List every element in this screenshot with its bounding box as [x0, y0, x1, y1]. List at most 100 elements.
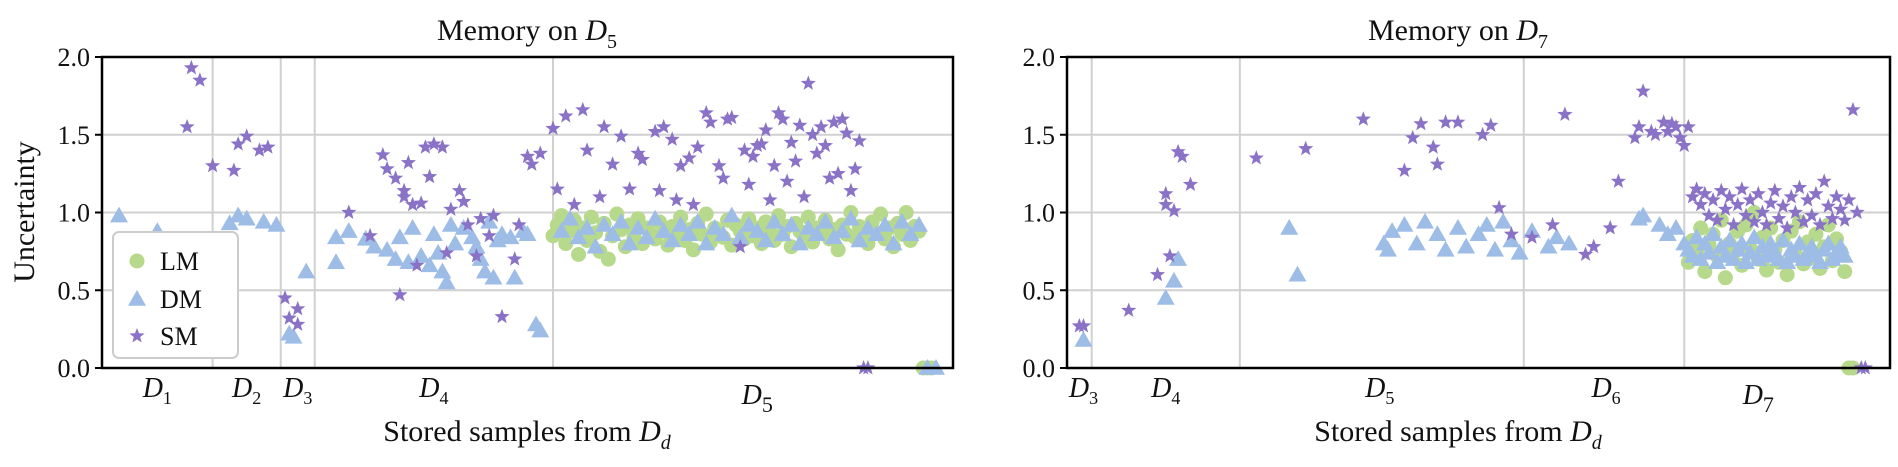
point-sm	[260, 139, 276, 154]
point-dm	[1436, 240, 1455, 257]
region-label: D4	[1150, 373, 1180, 408]
point-sm	[1483, 117, 1499, 132]
point-dm	[1407, 234, 1426, 251]
point-dm	[1790, 234, 1809, 251]
legend-label-lm: LM	[160, 247, 199, 276]
point-sm	[1697, 185, 1713, 201]
point-sm	[1734, 181, 1750, 196]
point-sm	[1730, 196, 1746, 212]
point-dm	[1708, 253, 1727, 270]
point-sm	[507, 251, 523, 266]
point-dm	[378, 240, 397, 257]
point-dm	[446, 234, 465, 251]
point-sm	[1767, 182, 1783, 198]
point-dm	[1448, 219, 1467, 235]
point-dm	[646, 209, 665, 226]
point-sm	[179, 119, 195, 134]
point-dm	[1720, 231, 1739, 248]
y-tick-label: 0.0	[58, 354, 91, 383]
point-sm	[494, 308, 510, 324]
point-lm	[1697, 264, 1713, 280]
point-sm	[719, 111, 736, 126]
point-dm	[909, 215, 928, 232]
point-sm	[1158, 185, 1174, 201]
point-sm	[1841, 192, 1857, 207]
point-sm	[1742, 192, 1758, 207]
point-dm	[884, 234, 903, 251]
point-lm	[698, 206, 714, 222]
point-dm	[824, 228, 843, 245]
point-sm	[830, 165, 846, 181]
point-sm	[439, 244, 455, 260]
point-sm	[375, 147, 391, 162]
point-sm	[1845, 101, 1861, 117]
point-dm	[420, 256, 439, 273]
x-axis-label: Stored samples from Dd	[383, 415, 671, 454]
point-sm	[1405, 129, 1421, 145]
panel-memory-d5: Memory on D5 0.00.51.01.52.0 D1 D2 D3 D4 D5 …	[8, 14, 955, 454]
point-sm	[481, 227, 497, 243]
point-dm	[1691, 250, 1710, 266]
point-sm	[1676, 137, 1692, 153]
point-sm	[805, 126, 821, 142]
y-tick-label: 1.0	[1023, 199, 1056, 228]
point-sm	[843, 182, 859, 198]
point-sm	[1643, 123, 1659, 139]
point-sm	[796, 188, 812, 204]
point-sm	[813, 119, 829, 134]
point-sm	[809, 145, 825, 160]
point-sm	[566, 196, 582, 212]
point-dm	[1835, 247, 1854, 263]
point-sm	[392, 286, 408, 302]
point-sm	[613, 128, 629, 143]
point-dm	[1502, 231, 1521, 248]
point-sm	[413, 195, 429, 210]
point-sm	[1701, 207, 1717, 223]
point-sm	[1668, 119, 1684, 134]
point-sm	[664, 131, 680, 146]
point-sm	[426, 136, 442, 151]
point-sm	[1450, 114, 1466, 129]
point-dm	[1469, 225, 1488, 242]
point-sm	[724, 109, 740, 125]
point-sm	[443, 201, 459, 216]
point-dm	[327, 253, 346, 270]
point-sm	[1298, 140, 1314, 156]
point-sm	[290, 316, 306, 331]
point-sm	[1524, 229, 1540, 244]
point-dm	[327, 228, 346, 245]
point-sm	[1438, 114, 1454, 129]
point-sm	[485, 207, 502, 223]
point-dm	[612, 212, 631, 229]
point-dm	[1699, 243, 1718, 260]
point-sm	[817, 137, 833, 153]
point-dm	[1494, 212, 1513, 229]
region-label: D6	[1590, 373, 1620, 408]
point-sm	[770, 105, 787, 120]
point-sm	[545, 120, 561, 135]
point-dm	[807, 225, 826, 242]
point-dm	[1395, 215, 1414, 232]
point-sm	[1425, 139, 1441, 154]
region-label: D3	[1068, 373, 1098, 408]
point-dm	[850, 231, 869, 248]
point-lm	[1746, 205, 1762, 220]
y-tick-label: 1.0	[58, 199, 91, 228]
point-sm	[1791, 179, 1808, 195]
point-dm	[722, 206, 741, 223]
point-sm	[1557, 106, 1573, 121]
x-axis-label: Stored samples from Dd	[1314, 415, 1602, 454]
point-dm	[731, 228, 750, 245]
point-dm	[1560, 234, 1579, 251]
point-dm	[1819, 234, 1838, 251]
legend-marker-lm	[129, 253, 145, 269]
point-sm	[1577, 246, 1594, 261]
point-sm	[656, 119, 672, 134]
point-sm	[1664, 115, 1680, 131]
point-dm	[471, 250, 490, 266]
legend-marker-lm	[129, 253, 145, 269]
point-sm	[575, 101, 591, 117]
point-dm	[595, 215, 614, 232]
point-lm	[1808, 226, 1824, 242]
point-sm	[400, 154, 416, 170]
